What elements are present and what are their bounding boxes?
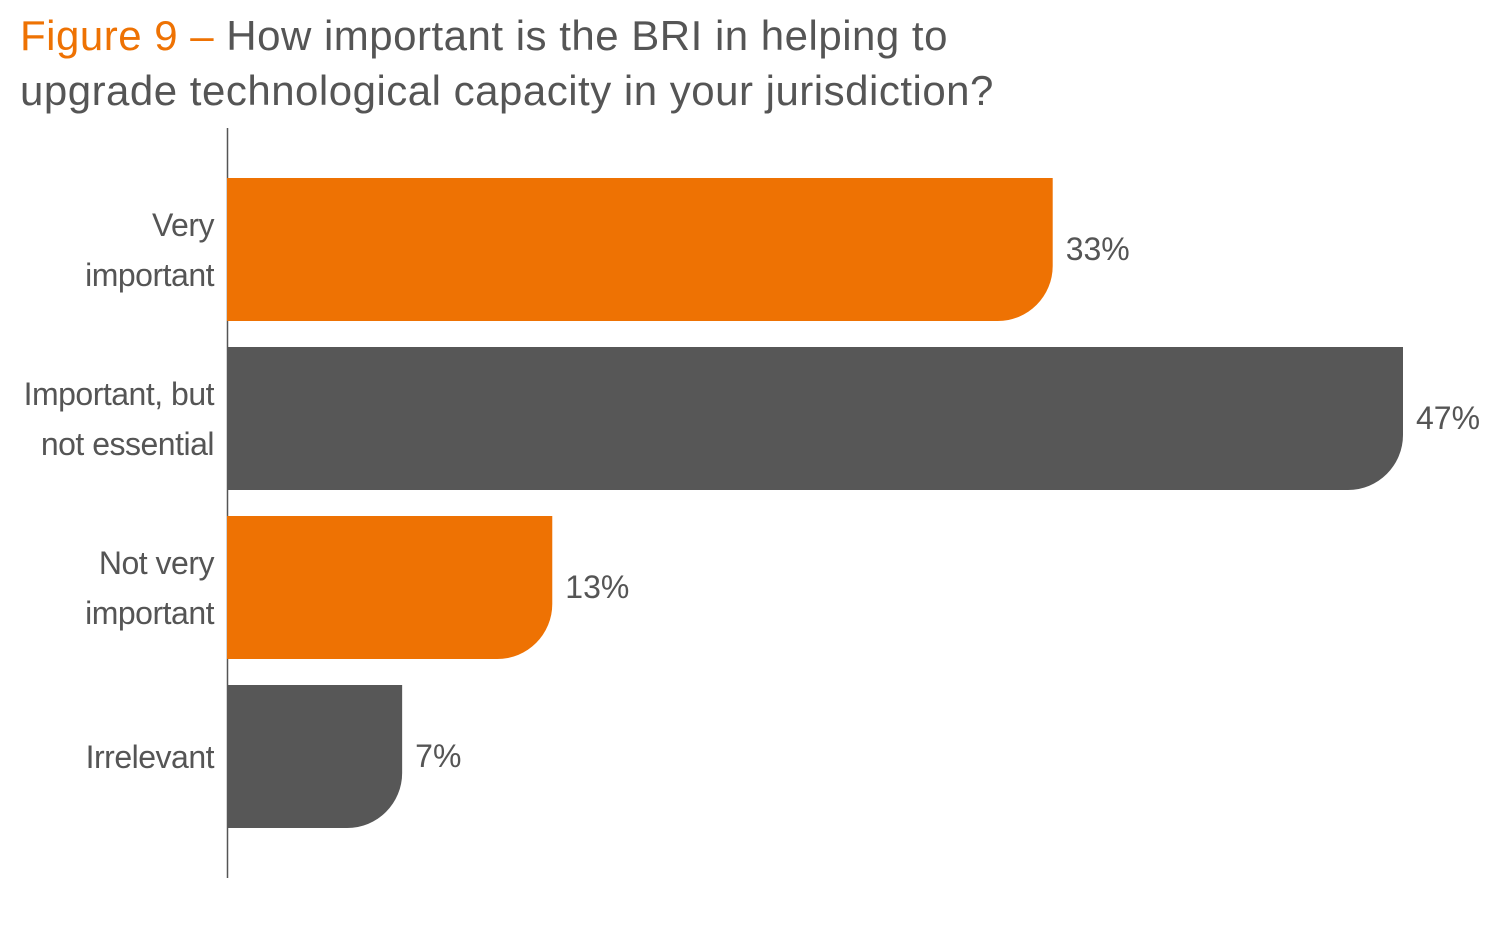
value-label: 13% [565,569,629,605]
bar [227,685,403,828]
value-label: 7% [415,738,461,774]
figure-label: Figure 9 – [20,12,215,59]
bar [227,178,1053,321]
chart-title: How important is the BRI in helping to u… [20,12,994,114]
bar [227,516,553,659]
category-label: Irrelevant [85,738,215,775]
category-label: Not very important [85,544,214,631]
chart-heading: Figure 9 – How important is the BRI in h… [20,8,994,118]
value-label: 33% [1066,231,1130,267]
value-label: 47% [1416,400,1480,436]
category-label: Important, but not essential [23,375,215,462]
bar [227,347,1403,490]
category-label: Very important [85,206,214,293]
